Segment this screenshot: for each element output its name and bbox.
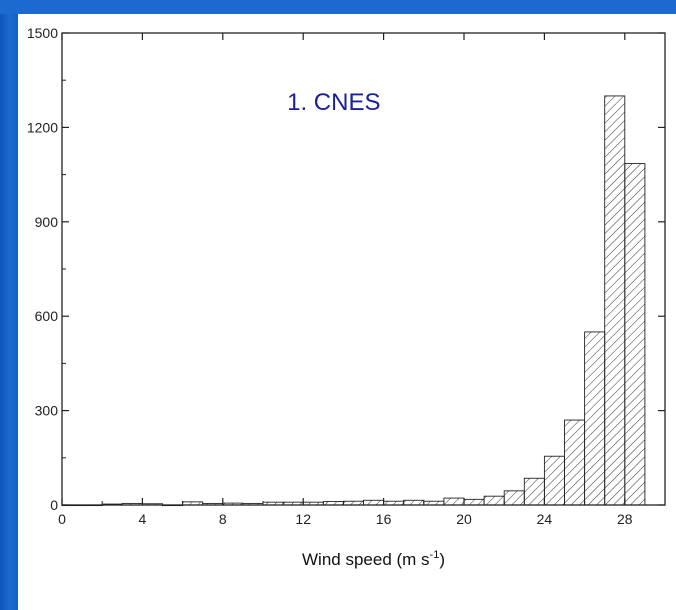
x-tick-label: 8 <box>219 511 227 527</box>
histogram-bar <box>403 499 425 506</box>
y-tick-label: 1500 <box>27 25 58 41</box>
x-tick-label: 20 <box>456 511 472 527</box>
x-axis-title-main: Wind speed (m s <box>302 550 430 569</box>
x-tick-label: 16 <box>376 511 392 527</box>
y-tick-label: 1200 <box>27 119 58 135</box>
x-axis-title-sup: -1 <box>430 549 440 561</box>
histogram-bar <box>363 499 385 506</box>
histogram-bar <box>604 95 626 506</box>
y-tick-label: 900 <box>35 214 59 230</box>
chart-panel: 0 4 8 12 16 20 24 28 0 300 600 900 1200 1500 1. CNES … <box>18 14 676 610</box>
histogram-bar <box>503 490 525 506</box>
x-axis-title-close: ) <box>439 550 445 569</box>
slide-top-bar <box>0 0 676 14</box>
histogram-bar <box>624 163 646 506</box>
histogram-bar <box>564 419 586 506</box>
x-tick-label: 12 <box>295 511 311 527</box>
chart-annotation: 1. CNES <box>287 89 380 116</box>
histogram-bar <box>483 495 505 506</box>
x-tick-label: 4 <box>139 511 147 527</box>
histogram-bar <box>463 498 485 506</box>
y-tick-label: 600 <box>35 308 59 324</box>
histogram-bar <box>543 455 565 506</box>
bars-group <box>61 95 646 507</box>
x-axis-title: Wind speed (m s-1) <box>302 549 445 569</box>
histogram-bar <box>443 497 465 506</box>
ticks-group: 0 4 8 12 16 20 24 28 0 300 600 900 1200 1500 <box>27 25 665 527</box>
y-tick-label: 300 <box>35 403 59 419</box>
y-tick-label: 0 <box>50 497 58 513</box>
x-tick-label: 0 <box>58 511 66 527</box>
x-tick-label: 24 <box>537 511 553 527</box>
x-tick-label: 28 <box>617 511 633 527</box>
histogram-bar <box>584 331 606 506</box>
histogram-bar <box>523 477 545 506</box>
